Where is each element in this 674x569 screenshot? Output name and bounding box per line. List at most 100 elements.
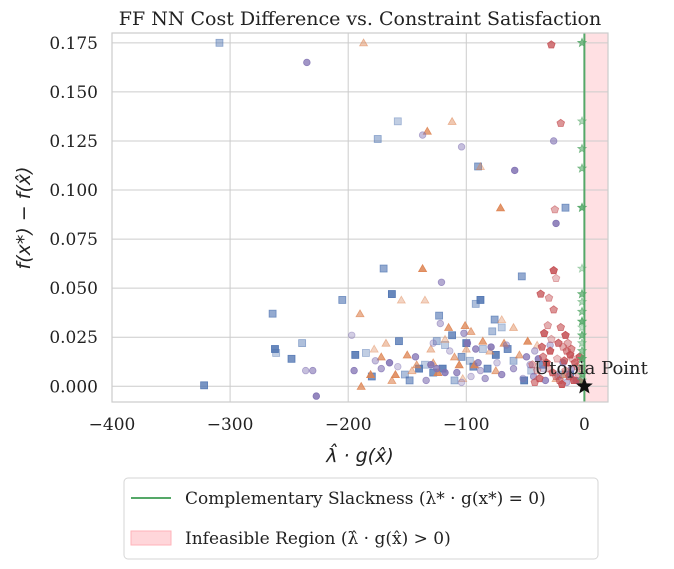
data-point-triangle xyxy=(458,373,468,382)
data-point-square xyxy=(405,376,414,385)
data-point-triangle xyxy=(390,369,401,379)
data-point-circle xyxy=(377,364,385,373)
data-point-triangle xyxy=(387,375,397,384)
data-point-circle xyxy=(493,359,501,367)
data-point-square xyxy=(441,341,449,349)
data-point-circle xyxy=(487,343,495,351)
data-point-circle xyxy=(453,368,461,377)
data-point-circle xyxy=(539,364,547,373)
data-point-pentagon xyxy=(542,358,551,367)
data-point-triangle xyxy=(420,295,430,304)
data-point-circle xyxy=(350,366,358,375)
data-point-circle xyxy=(418,131,427,139)
data-point-circle xyxy=(498,370,506,379)
data-point-square xyxy=(474,162,482,171)
data-point-triangle xyxy=(466,326,476,335)
data-point-triangle xyxy=(495,203,506,212)
data-point-circle xyxy=(457,143,466,151)
utopia-point-label: Utopia Point xyxy=(534,358,649,379)
data-point-pentagon xyxy=(544,293,554,302)
y-tick-label: 0.025 xyxy=(49,328,98,348)
chart-title: FF NN Cost Difference vs. Constraint Sat… xyxy=(119,8,601,30)
data-point-circle xyxy=(301,366,310,375)
y-axis-ticks: 0.000 0.025 0.050 0.075 0.100 0.125 0.150 0.175 xyxy=(49,34,98,397)
legend-box xyxy=(123,477,599,560)
data-point-pentagon xyxy=(561,366,570,375)
data-point-square xyxy=(215,38,224,47)
data-point-pentagon xyxy=(567,344,576,353)
data-point-pentagon xyxy=(539,328,549,337)
x-tick-label: −300 xyxy=(207,415,254,435)
data-point-triangle xyxy=(376,352,386,361)
data-point-triangle xyxy=(440,334,450,343)
plot-frame xyxy=(111,32,609,403)
data-point-triangle xyxy=(460,320,470,329)
data-point-square xyxy=(520,376,529,385)
data-point-square xyxy=(395,337,403,346)
data-point-triangle xyxy=(491,365,501,375)
data-point-square xyxy=(517,272,526,281)
infeasible-region xyxy=(584,33,608,402)
data-point-circle xyxy=(312,392,321,400)
data-point-square xyxy=(268,309,277,318)
data-point-square xyxy=(448,331,457,340)
data-point-circle xyxy=(511,166,519,175)
data-point-square xyxy=(200,381,209,390)
data-point-circle xyxy=(502,341,511,349)
data-point-square xyxy=(379,264,388,273)
data-point-triangle xyxy=(475,161,486,170)
data-point-pentagon xyxy=(530,377,540,387)
data-point-square xyxy=(490,315,499,324)
data-point-triangle xyxy=(447,116,457,125)
data-point-square xyxy=(298,339,307,348)
data-point-circle xyxy=(348,331,356,339)
data-point-triangle xyxy=(356,381,366,390)
x-tick-label: −200 xyxy=(325,415,372,435)
data-point-triangle xyxy=(396,295,407,304)
data-point-square xyxy=(387,290,396,298)
data-point-pentagon xyxy=(554,338,563,347)
data-point-square xyxy=(491,350,500,359)
data-point-square xyxy=(400,370,409,379)
y-tick-label: 0.075 xyxy=(49,230,98,250)
data-point-pentagon xyxy=(550,205,560,214)
data-points-layer xyxy=(200,37,588,400)
x-axis-label: λ̂ · g(x̂) xyxy=(325,443,394,467)
data-point-circle xyxy=(429,339,437,347)
data-point-circle xyxy=(481,374,489,383)
infeasible-region-layer xyxy=(584,33,608,402)
data-point-square xyxy=(483,364,492,373)
data-point-pentagon xyxy=(532,366,542,375)
data-point-circle xyxy=(309,366,317,375)
data-point-square xyxy=(478,345,487,353)
data-point-triangle xyxy=(412,360,422,369)
data-point-circle xyxy=(463,339,472,347)
data-point-pentagon xyxy=(528,360,537,369)
data-point-circle xyxy=(549,137,558,145)
data-point-pentagon xyxy=(564,371,574,381)
data-point-circle xyxy=(394,362,402,371)
data-point-circle xyxy=(433,364,441,373)
data-point-circle xyxy=(437,278,446,286)
data-point-pentagon xyxy=(547,40,556,49)
data-point-circle xyxy=(371,357,380,365)
data-point-triangle xyxy=(443,322,454,331)
data-point-triangle xyxy=(381,338,391,347)
data-point-pentagon xyxy=(552,354,562,363)
data-point-square xyxy=(393,117,402,126)
data-point-pentagon xyxy=(570,358,580,367)
data-point-triangle xyxy=(426,344,436,353)
x-axis-ticks: −400 −300 −200 −100 0 xyxy=(89,415,590,435)
x-tick-label: −400 xyxy=(89,415,136,435)
data-point-pentagon xyxy=(549,265,558,275)
data-point-circle xyxy=(472,345,480,353)
data-point-square xyxy=(432,337,441,346)
data-point-circle xyxy=(509,364,518,373)
data-point-triangle xyxy=(514,350,525,359)
legend: Complementary Slackness (λ* · g(x*) = 0)… xyxy=(123,477,599,560)
utopia-annotation: Utopia Point xyxy=(534,358,649,394)
data-point-square xyxy=(271,345,279,353)
data-point-pentagon xyxy=(556,322,566,332)
data-point-pentagon xyxy=(551,273,561,282)
